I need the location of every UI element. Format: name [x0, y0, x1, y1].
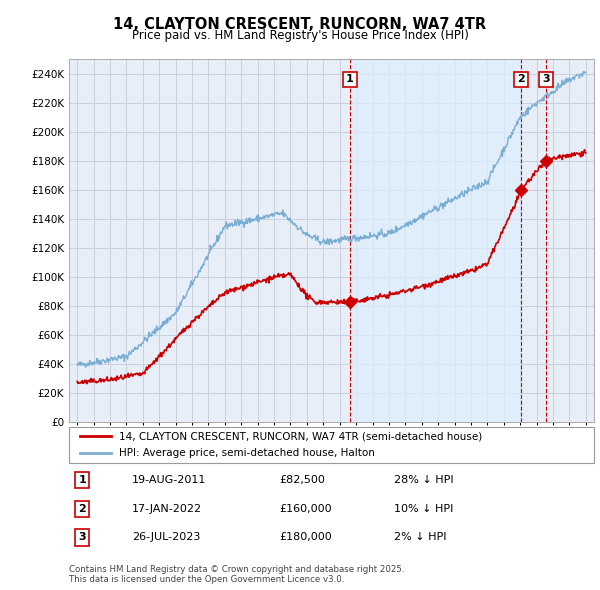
Text: 28% ↓ HPI: 28% ↓ HPI	[395, 476, 454, 486]
Text: 1: 1	[346, 74, 354, 84]
Text: 14, CLAYTON CRESCENT, RUNCORN, WA7 4TR: 14, CLAYTON CRESCENT, RUNCORN, WA7 4TR	[113, 17, 487, 31]
Bar	[350, 59, 521, 422]
Text: 2: 2	[517, 74, 525, 84]
Text: 3: 3	[542, 74, 550, 84]
Text: 17-JAN-2022: 17-JAN-2022	[132, 504, 202, 514]
Text: 3: 3	[79, 532, 86, 542]
Text: £180,000: £180,000	[279, 532, 332, 542]
Text: 2% ↓ HPI: 2% ↓ HPI	[395, 532, 447, 542]
Text: £82,500: £82,500	[279, 476, 325, 486]
Text: £160,000: £160,000	[279, 504, 332, 514]
Text: 19-AUG-2011: 19-AUG-2011	[132, 476, 206, 486]
Text: 2: 2	[78, 504, 86, 514]
Text: Contains HM Land Registry data © Crown copyright and database right 2025.
This d: Contains HM Land Registry data © Crown c…	[69, 565, 404, 584]
Text: 1: 1	[78, 476, 86, 486]
Text: Price paid vs. HM Land Registry's House Price Index (HPI): Price paid vs. HM Land Registry's House …	[131, 30, 469, 42]
Text: HPI: Average price, semi-detached house, Halton: HPI: Average price, semi-detached house,…	[119, 448, 375, 458]
Text: 10% ↓ HPI: 10% ↓ HPI	[395, 504, 454, 514]
Text: 14, CLAYTON CRESCENT, RUNCORN, WA7 4TR (semi-detached house): 14, CLAYTON CRESCENT, RUNCORN, WA7 4TR (…	[119, 431, 482, 441]
Text: 26-JUL-2023: 26-JUL-2023	[132, 532, 200, 542]
FancyBboxPatch shape	[69, 427, 594, 463]
